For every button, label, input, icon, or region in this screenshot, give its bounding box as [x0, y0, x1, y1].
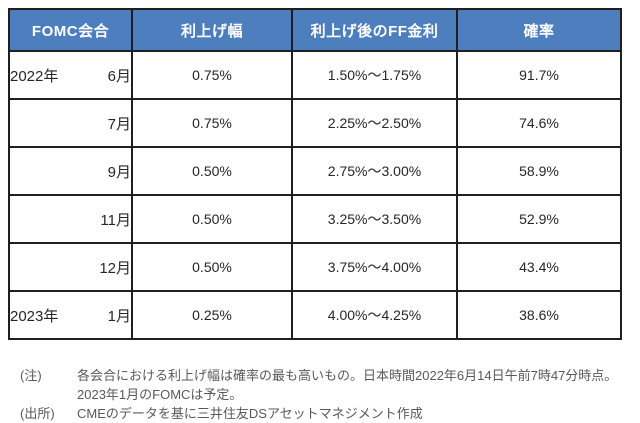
table-row: 2022年 6月 0.75% 1.50%〜1.75% 91.7% [8, 50, 622, 100]
meeting-month: 6月 [107, 67, 131, 85]
cell-probability: 43.4% [456, 242, 622, 292]
meeting-month: 9月 [107, 163, 131, 181]
cell-hike: 0.75% [131, 98, 293, 148]
table-header: FOMC会合 利上げ幅 利上げ後のFF金利 確率 [8, 8, 622, 52]
cell-hike: 0.50% [131, 242, 293, 292]
cell-meeting: 2023年 1月 [8, 290, 133, 340]
column-header-meeting: FOMC会合 [8, 8, 133, 52]
cell-hike: 0.50% [131, 194, 293, 244]
table-row: 2023年 1月 0.25% 4.00%〜4.25% 38.6% [8, 290, 622, 340]
cell-hike: 0.75% [131, 50, 293, 100]
table-row: 7月 0.75% 2.25%〜2.50% 74.6% [8, 98, 622, 148]
column-header-ff-rate: 利上げ後のFF金利 [291, 8, 458, 52]
table-row: 11月 0.50% 3.25%〜3.50% 52.9% [8, 194, 622, 244]
meeting-month: 7月 [107, 115, 131, 133]
meeting-month: 11月 [100, 211, 131, 229]
cell-ff-rate: 2.25%〜2.50% [291, 98, 458, 148]
cell-meeting: 12月 [8, 242, 133, 292]
column-header-probability: 確率 [456, 8, 622, 52]
footnotes: (注) 各会合における利上げ幅は確率の最も高いもの。日本時間2022年6月14日… [20, 366, 632, 423]
cell-meeting: 7月 [8, 98, 133, 148]
source-text: CMEのデータを基に三井住友DSアセットマネジメント作成 [77, 406, 423, 421]
cell-probability: 38.6% [456, 290, 622, 340]
cell-probability: 58.9% [456, 146, 622, 196]
meeting-month: 1月 [107, 307, 131, 325]
table-row: 9月 0.50% 2.75%〜3.00% 58.9% [8, 146, 622, 196]
cell-probability: 91.7% [456, 50, 622, 100]
meeting-year: 2023年 [10, 307, 59, 325]
source-label: (出所) [20, 406, 55, 421]
column-header-hike: 利上げ幅 [131, 8, 293, 52]
cell-hike: 0.50% [131, 146, 293, 196]
table-body: 2022年 6月 0.75% 1.50%〜1.75% 91.7% 7月 0.75… [8, 50, 622, 340]
cell-ff-rate: 3.75%〜4.00% [291, 242, 458, 292]
cell-probability: 74.6% [456, 98, 622, 148]
meeting-month: 12月 [99, 259, 131, 277]
source-row: (出所) CMEのデータを基に三井住友DSアセットマネジメント作成 [20, 404, 632, 423]
cell-meeting: 9月 [8, 146, 133, 196]
note-label: (注) [20, 368, 42, 383]
cell-meeting: 2022年 6月 [8, 50, 133, 100]
cell-ff-rate: 3.25%〜3.50% [291, 194, 458, 244]
cell-ff-rate: 2.75%〜3.00% [291, 146, 458, 196]
cell-meeting: 11月 [8, 194, 133, 244]
cell-hike: 0.25% [131, 290, 293, 340]
fomc-rate-hike-table: FOMC会合 利上げ幅 利上げ後のFF金利 確率 2022年 6月 0.75% … [8, 8, 622, 340]
cell-ff-rate: 1.50%〜1.75% [291, 50, 458, 100]
table-row: 12月 0.50% 3.75%〜4.00% 43.4% [8, 242, 622, 292]
note-row: (注) 各会合における利上げ幅は確率の最も高いもの。日本時間2022年6月14日… [20, 366, 632, 404]
cell-probability: 52.9% [456, 194, 622, 244]
note-text: 各会合における利上げ幅は確率の最も高いもの。日本時間2022年6月14日午前7時… [77, 368, 618, 402]
meeting-year: 2022年 [10, 67, 59, 85]
header-row: FOMC会合 利上げ幅 利上げ後のFF金利 確率 [8, 8, 622, 52]
cell-ff-rate: 4.00%〜4.25% [291, 290, 458, 340]
